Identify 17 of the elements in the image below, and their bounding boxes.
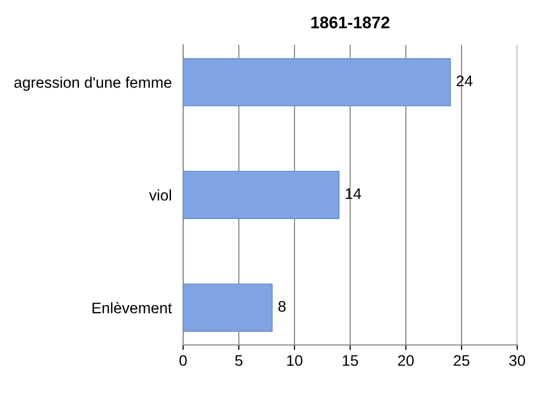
x-tick-label: 5 [235, 355, 242, 366]
data-label: 24 [456, 75, 472, 86]
x-tick-label: 25 [454, 355, 470, 366]
x-tick-label: 30 [509, 355, 526, 366]
y-tick-label: agression d'une femme [14, 76, 172, 91]
bar [183, 284, 273, 332]
bar [183, 170, 340, 220]
x-tick-label: 10 [287, 355, 302, 366]
x-tick-label: 20 [398, 355, 414, 366]
y-tick-label: viol [149, 189, 171, 201]
bar [183, 58, 451, 106]
data-label: 14 [346, 188, 362, 199]
x-tick-label: 15 [342, 355, 358, 366]
y-tick-label: Enlèvement [92, 302, 172, 314]
chart-title: 1861-1872 [311, 16, 390, 28]
data-label: 8 [278, 300, 286, 312]
x-tick-label: 0 [179, 355, 187, 366]
